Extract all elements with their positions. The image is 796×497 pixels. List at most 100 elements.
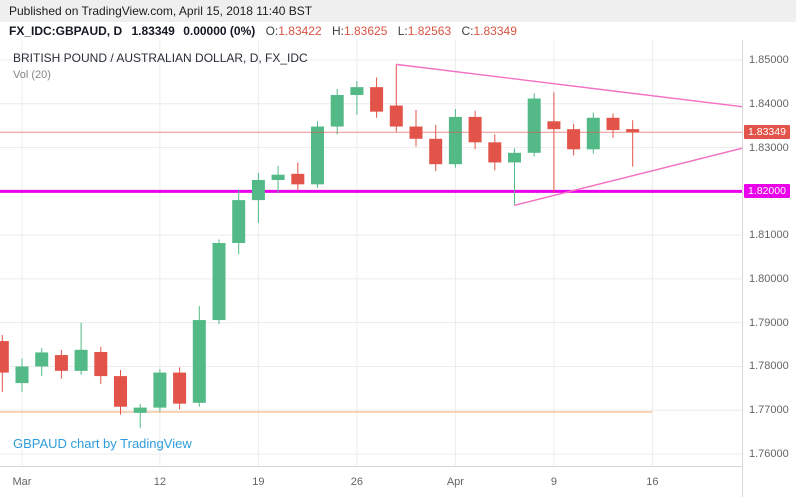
candle-apr-3 bbox=[468, 110, 482, 150]
close-value: 1.83349 bbox=[473, 24, 517, 38]
candle-body bbox=[468, 116, 482, 143]
candle-body bbox=[192, 320, 206, 403]
candle-mar-5 bbox=[54, 349, 68, 379]
candle-body bbox=[429, 138, 443, 165]
pennant-lower bbox=[514, 147, 744, 207]
candle-body bbox=[527, 98, 541, 153]
candle-body bbox=[173, 372, 187, 404]
candle-body bbox=[153, 372, 167, 408]
price-tick: 1.80000 bbox=[749, 272, 789, 285]
last-price: 1.83349 bbox=[131, 24, 175, 38]
candle-apr-12 bbox=[606, 113, 620, 138]
candle-apr-4 bbox=[488, 134, 502, 171]
candle-body bbox=[251, 179, 265, 201]
publish-info-text: Published on TradingView.com, April 15, … bbox=[9, 4, 313, 18]
low-label: L: bbox=[397, 24, 408, 38]
candle-body bbox=[114, 376, 127, 407]
open-value: 1.83422 bbox=[278, 24, 322, 38]
low-value: 1.82563 bbox=[407, 24, 452, 38]
price-tick: 1.81000 bbox=[749, 229, 789, 242]
candle-body bbox=[311, 126, 324, 185]
candle-mar-27 bbox=[370, 77, 384, 118]
candle-apr-2 bbox=[448, 109, 462, 168]
candle-apr-11 bbox=[586, 112, 600, 154]
time-tick: 12 bbox=[153, 476, 167, 488]
high-value: 1.83625 bbox=[344, 24, 388, 38]
symbol-name: FX_IDC:GBPAUD, D bbox=[9, 24, 123, 38]
candle-mar-14 bbox=[192, 306, 206, 407]
candle-mar-20 bbox=[271, 165, 285, 194]
candle-body bbox=[370, 87, 384, 112]
tradingview-attribution-link[interactable]: GBPAUD chart by TradingView bbox=[13, 436, 192, 451]
candle-feb-28 bbox=[0, 334, 9, 392]
candle-mar-7 bbox=[94, 346, 108, 384]
price-tick: 1.85000 bbox=[749, 54, 789, 66]
candle-mar-19 bbox=[251, 172, 265, 223]
candle-body bbox=[586, 117, 600, 150]
candle-mar-30 bbox=[429, 124, 443, 172]
candle-body bbox=[35, 352, 49, 367]
price-axis[interactable]: 1.85000 1.84000 1.83000 1.82000 1.81000 1.800… bbox=[742, 40, 796, 497]
candle-body bbox=[74, 349, 88, 371]
candle-body bbox=[330, 95, 344, 127]
candle-apr-10 bbox=[567, 123, 581, 156]
candle-mar-28 bbox=[389, 64, 403, 132]
price-tick: 1.76000 bbox=[749, 448, 789, 461]
price-tick: 1.84000 bbox=[749, 97, 789, 110]
candlestick-plot bbox=[0, 40, 744, 466]
time-axis[interactable]: Mar 12 19 26 Apr 9 16 bbox=[0, 466, 742, 497]
level-price-label: 1.82000 bbox=[744, 184, 790, 199]
candle-mar-15 bbox=[212, 239, 226, 325]
open-label: O: bbox=[265, 24, 279, 38]
candle-mar-2 bbox=[35, 348, 49, 377]
candle-mar-13 bbox=[173, 367, 187, 410]
candle-body bbox=[389, 105, 403, 127]
candle-body bbox=[212, 243, 226, 321]
price-tick: 1.83000 bbox=[749, 141, 789, 154]
candle-body bbox=[0, 341, 9, 373]
candle-body bbox=[133, 407, 147, 413]
candle-body bbox=[15, 366, 29, 384]
candle-mar-12 bbox=[153, 369, 167, 412]
price-tick: 1.77000 bbox=[749, 404, 789, 417]
candle-body bbox=[508, 152, 521, 163]
candle-apr-6 bbox=[527, 93, 541, 157]
last-price-label: 1.83349 bbox=[744, 125, 790, 140]
candle-body bbox=[567, 129, 581, 150]
candle-body bbox=[626, 129, 640, 133]
candle-apr-13 bbox=[626, 120, 640, 167]
candle-body bbox=[271, 174, 285, 180]
pennant-upper bbox=[396, 63, 744, 108]
candle-body bbox=[54, 355, 68, 371]
candle-body bbox=[488, 142, 502, 163]
time-tick: 19 bbox=[252, 476, 265, 488]
candle-body bbox=[232, 200, 246, 244]
candle-mar-23 bbox=[330, 88, 344, 135]
publish-info-bar: Published on TradingView.com, April 15, … bbox=[0, 0, 796, 22]
price-tick: 1.78000 bbox=[749, 360, 789, 373]
candle-body bbox=[448, 116, 462, 165]
price-change: 0.00000 (0%) bbox=[183, 24, 256, 38]
candle-body bbox=[606, 117, 620, 131]
time-tick: Apr bbox=[446, 476, 464, 488]
high-label: H: bbox=[332, 24, 344, 38]
price-tick: 1.79000 bbox=[749, 316, 789, 329]
candle-body bbox=[94, 352, 108, 377]
time-tick: 26 bbox=[350, 476, 364, 488]
time-tick: 9 bbox=[550, 476, 557, 488]
candle-mar-22 bbox=[311, 121, 324, 188]
candle-apr-5 bbox=[508, 148, 521, 206]
close-label: C: bbox=[461, 24, 474, 38]
candle-mar-8 bbox=[114, 369, 127, 415]
candle-mar-9 bbox=[133, 404, 147, 429]
candle-body bbox=[291, 173, 305, 185]
candle-mar-6 bbox=[74, 322, 88, 375]
price-chart-pane[interactable] bbox=[0, 40, 744, 466]
time-tick: Mar bbox=[12, 476, 32, 488]
candle-apr-9 bbox=[547, 92, 561, 194]
candle-mar-26 bbox=[350, 81, 364, 115]
candle-mar-16 bbox=[232, 189, 246, 255]
symbol-quote-bar: FX_IDC:GBPAUD, D 1.83349 0.00000 (0%) O:… bbox=[0, 22, 796, 40]
time-tick: 16 bbox=[646, 476, 659, 488]
